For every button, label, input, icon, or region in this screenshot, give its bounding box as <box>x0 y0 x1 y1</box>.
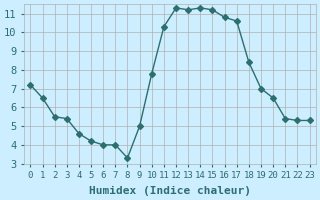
X-axis label: Humidex (Indice chaleur): Humidex (Indice chaleur) <box>89 186 251 196</box>
